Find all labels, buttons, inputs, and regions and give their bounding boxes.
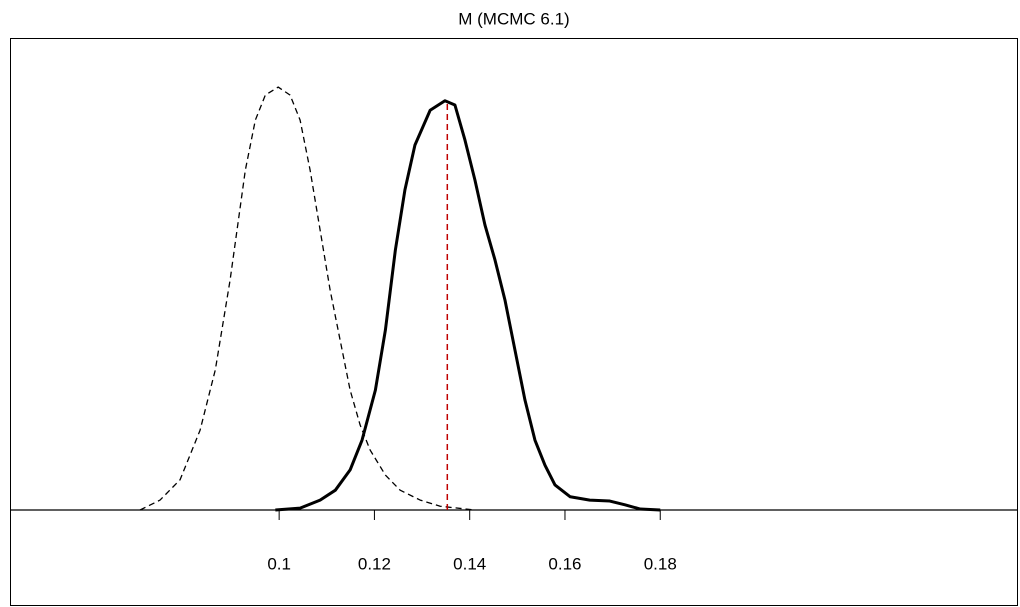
x-tick-label: 0.18 bbox=[644, 554, 677, 573]
density-line bbox=[139, 86, 476, 511]
density-line bbox=[275, 99, 661, 512]
x-tick-label: 0.1 bbox=[267, 554, 291, 573]
x-tick-label: 0.16 bbox=[548, 554, 581, 573]
chart-title: M (MCMC 6.1) bbox=[458, 9, 569, 28]
x-tick-label: 0.12 bbox=[358, 554, 391, 573]
x-tick-label: 0.14 bbox=[453, 554, 486, 573]
plot-frame bbox=[10, 38, 1018, 606]
